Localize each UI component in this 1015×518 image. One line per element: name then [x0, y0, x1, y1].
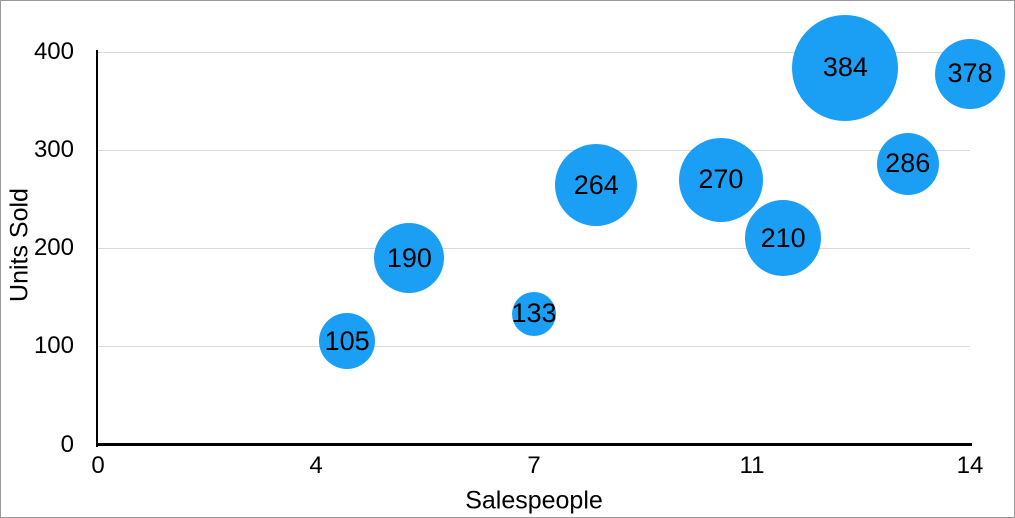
x-tick-label: 7: [527, 452, 541, 479]
bubble[interactable]: 210: [745, 200, 822, 277]
bubble-label: 210: [760, 222, 806, 253]
y-tick-label: 400: [33, 38, 74, 65]
y-axis-title: Units Sold: [5, 188, 34, 302]
y-tick-label: 200: [33, 234, 74, 262]
x-axis-line: [96, 443, 972, 446]
y-tick-label: 300: [33, 136, 74, 164]
bubble[interactable]: 378: [935, 38, 1005, 109]
x-tick-label: 0: [91, 452, 105, 479]
gridline: [98, 345, 970, 347]
bubble-label: 264: [573, 169, 619, 200]
x-tick-label: 4: [309, 452, 323, 479]
bubble-label: 190: [386, 242, 432, 273]
bubble-label: 270: [698, 164, 744, 195]
bubble[interactable]: 105: [319, 313, 376, 370]
bubble[interactable]: 264: [555, 144, 638, 227]
bubble-label: 286: [885, 148, 931, 179]
bubble-label: 105: [324, 325, 370, 356]
bubble[interactable]: 133: [511, 291, 557, 336]
gridline: [98, 149, 970, 151]
y-axis-line: [96, 50, 98, 447]
bubble[interactable]: 270: [678, 137, 763, 222]
bubble-label: 384: [822, 52, 868, 83]
bubble-label: 378: [947, 58, 993, 89]
x-tick-label: 14: [956, 452, 984, 479]
x-axis-title: Salespeople: [465, 486, 603, 515]
gridline: [98, 51, 970, 53]
bubble[interactable]: 384: [792, 14, 899, 121]
bubble[interactable]: 190: [374, 223, 445, 294]
bubble[interactable]: 286: [876, 132, 939, 195]
gridline: [98, 247, 970, 249]
x-tick-label: 11: [739, 452, 765, 479]
y-tick-label: 100: [33, 332, 74, 360]
bubble-label: 133: [511, 298, 557, 329]
y-tick-label: 0: [60, 430, 74, 458]
